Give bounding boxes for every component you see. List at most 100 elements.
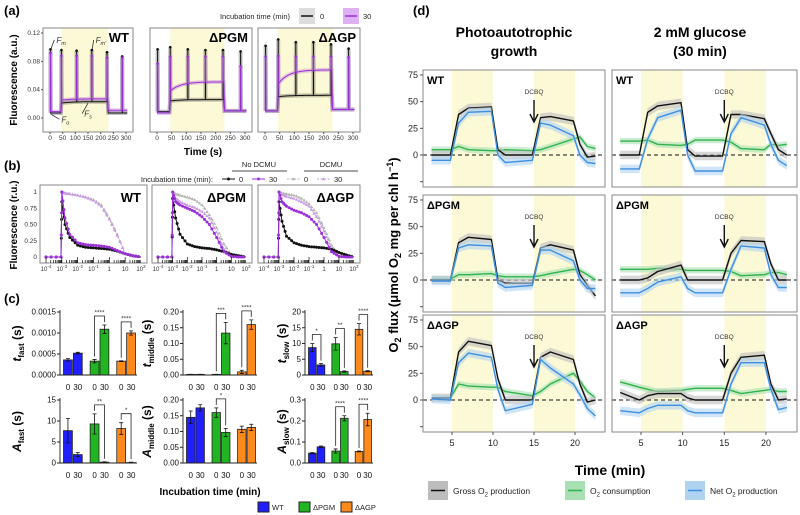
fm-point <box>312 40 315 44</box>
tick-base: 10 <box>122 267 129 273</box>
error-bar <box>198 404 203 412</box>
net-band <box>431 240 596 293</box>
data-point <box>312 211 316 215</box>
legend-label-net: Net O2 production <box>710 486 778 499</box>
x-tick-label: 0 <box>66 471 71 480</box>
significance-bracket <box>215 312 227 372</box>
data-point <box>325 240 329 244</box>
y-tick-label: 0.10 <box>163 339 179 348</box>
data-point <box>136 255 140 259</box>
error-bar <box>119 360 124 362</box>
fm-point <box>168 45 172 49</box>
error-bar <box>333 337 338 351</box>
panel-d-plot-agp-glucose: ΔAGP DCBQ 5 10 15 20 <box>611 314 798 448</box>
data-point <box>212 247 216 251</box>
data-point <box>317 216 321 220</box>
error-bar <box>249 319 254 330</box>
bar-agp-0 <box>354 451 364 464</box>
tick-base: 10 <box>153 267 160 273</box>
x-tick-label: 5 <box>638 438 643 448</box>
data-point <box>195 199 199 203</box>
annotation-main: F <box>84 110 90 119</box>
data-point <box>120 246 125 250</box>
panel-b-ylabel: Fluorescence (r.u.) <box>9 181 20 270</box>
fluorescence-trace-30 <box>50 52 128 113</box>
panel-d-plot-wt-photoautotrophic: WT DCBQ 0 25 50 75 <box>408 69 606 188</box>
error-bar <box>102 324 107 334</box>
data-point <box>282 224 286 228</box>
data-point <box>180 201 185 205</box>
net-line <box>431 352 596 417</box>
fm-point <box>276 54 280 57</box>
ylabel-sub: middle <box>147 423 156 449</box>
data-point <box>317 245 321 249</box>
data-point <box>113 228 117 232</box>
data-point <box>207 216 212 220</box>
data-point <box>173 210 177 214</box>
data-point <box>307 204 311 208</box>
bar-wt-0 <box>63 359 73 376</box>
error-bar <box>188 410 193 425</box>
axes <box>182 310 257 376</box>
x-tick-label: 0 <box>263 135 267 142</box>
significance-bracket <box>335 406 345 446</box>
strain-label: ΔPGM <box>616 200 649 212</box>
significance-bracket <box>241 310 252 368</box>
bar-wt-0 <box>308 452 317 464</box>
x-tick-label: 50 <box>276 135 284 142</box>
ylabel-main: A <box>275 445 289 455</box>
data-point <box>86 196 90 200</box>
tick-base: 10 <box>56 267 63 273</box>
data-point <box>317 219 321 223</box>
fm-point <box>105 50 109 54</box>
data-point <box>284 192 289 196</box>
data-point <box>210 221 214 225</box>
gross-line <box>620 239 787 281</box>
data-point <box>320 246 324 250</box>
dcbq-arrow-icon <box>529 345 539 369</box>
data-point <box>102 208 106 212</box>
fm-point <box>276 38 280 41</box>
y-tick-label: 15 <box>47 396 56 405</box>
y-tick-label: 0 <box>413 395 418 405</box>
light-period-band <box>61 28 109 132</box>
error-bar <box>129 330 134 336</box>
data-point <box>332 251 336 255</box>
data-point <box>76 241 80 245</box>
data-point <box>292 208 296 212</box>
light-period-band <box>170 28 225 132</box>
annotation-main: F <box>96 36 102 45</box>
data-point <box>322 229 326 233</box>
data-point <box>297 198 301 202</box>
fm-point <box>75 54 78 57</box>
data-point <box>322 246 326 250</box>
x-tick-label: 200 <box>95 135 106 142</box>
significance-bracket <box>358 314 369 368</box>
plot-frame <box>611 314 798 433</box>
data-point <box>171 190 175 194</box>
x-tick-label: 20 <box>570 438 580 448</box>
legend-sub: 2 <box>485 493 489 499</box>
panel-c-subplot-A-slow: 0 30 0 30 0 300.00.10.20.3 **** ****Aslow (s) <box>275 396 373 480</box>
x-tick-label: 30 <box>340 383 349 392</box>
x-tick-label: 10-1 <box>304 264 315 273</box>
data-point <box>329 243 334 247</box>
x-tick-label: 250 <box>333 135 344 142</box>
data-point <box>324 235 329 239</box>
fm-point <box>239 50 242 53</box>
data-point <box>110 223 114 227</box>
net-band <box>620 241 787 298</box>
x-tick-label: 10-2 <box>182 264 193 273</box>
significance-label: **** <box>241 304 252 311</box>
plot-frame <box>611 194 798 313</box>
data-point <box>105 213 109 217</box>
x-tick-label: 10 <box>678 438 688 448</box>
data-point <box>115 249 119 252</box>
fm-point <box>105 56 109 60</box>
data-point <box>302 244 306 248</box>
data-point <box>78 241 82 245</box>
y-tick-label: 0.0010 <box>32 329 57 338</box>
tick-exp: -3 <box>63 264 67 269</box>
legend-label-consumption: O2 consumption <box>590 486 651 499</box>
